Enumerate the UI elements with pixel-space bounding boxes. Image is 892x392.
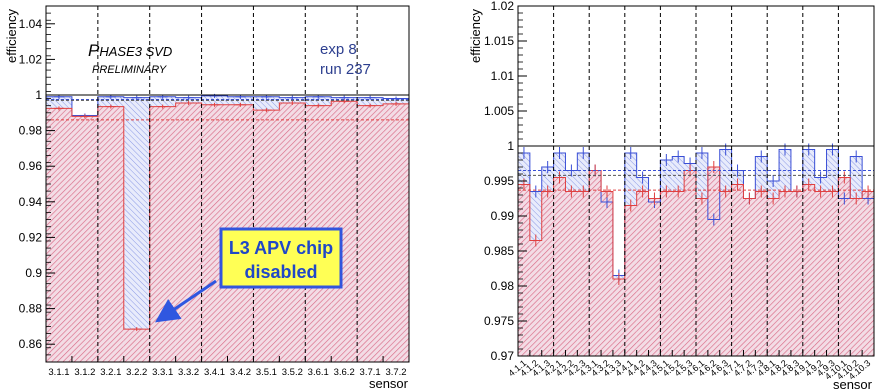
left-x-tick-label: 3.3.1 — [152, 367, 173, 378]
left-red-bar-hatch — [46, 108, 72, 362]
left-plot-area — [45, 6, 410, 363]
right-y-tick-label: 1.01 — [491, 69, 515, 83]
right-red-bar-hatch — [707, 167, 720, 356]
left-red-bar-hatch — [97, 106, 124, 362]
right-plot-area — [517, 6, 875, 356]
left-run-label: run 237 — [320, 61, 371, 78]
left-x-tick-label: 3.3.2 — [178, 367, 199, 378]
right-blue-series-outline — [517, 149, 875, 356]
right-y-tick-label: 0.98 — [491, 279, 515, 293]
right-red-bar-hatch — [577, 191, 590, 356]
right-red-bar-hatch — [755, 191, 768, 356]
left-y-tick-label: 0.88 — [19, 302, 43, 316]
right-red-bar-hatch — [624, 205, 637, 356]
right-red-bar-hatch — [850, 198, 863, 356]
left-y-tick-label: 1 — [35, 88, 42, 102]
right-red-bar-hatch — [541, 191, 554, 356]
left-x-tick-label: 3.1.2 — [74, 367, 95, 378]
left-y-tick-label: 0.96 — [19, 159, 43, 173]
right-axes: 0.97 0.975 0.98 0.985 0.99 0.995 1 1.005 1.01 1.0… — [484, 0, 875, 382]
right-y-tick-label: 0.975 — [484, 314, 514, 328]
right-red-bar-hatch — [672, 191, 685, 356]
left-red-bar-hatch — [123, 329, 150, 362]
right-chart: 0.97 0.975 0.98 0.985 0.99 0.995 1 1.005 1.01 1.0… — [468, 0, 875, 392]
right-red-bar-hatch — [553, 177, 566, 356]
right-y-tick-label: 1.02 — [491, 0, 515, 13]
left-y-tick-label: 0.94 — [19, 195, 43, 209]
right-y-tick-label: 0.97 — [491, 349, 515, 363]
left-blue-bar-hatch — [123, 97, 150, 363]
right-red-bar-hatch — [612, 279, 625, 356]
right-red-bar-hatch — [743, 198, 756, 356]
right-x-axis-label: sensor — [833, 377, 873, 392]
left-y-tick-label: 1.04 — [19, 17, 43, 31]
left-x-tick-label: 3.2.1 — [100, 367, 121, 378]
left-red-bar-hatch — [175, 103, 202, 362]
left-red-bar-hatch — [383, 103, 409, 363]
right-y-axis-label: efficiency — [468, 9, 483, 63]
right-y-tick-label: 1.005 — [484, 104, 514, 118]
right-red-bar-hatch — [838, 177, 851, 356]
right-red-bar-hatch — [636, 191, 649, 356]
right-red-bar-hatch — [779, 191, 791, 356]
left-x-tick-label: 3.6.2 — [334, 367, 355, 378]
right-red-bar-hatch — [862, 191, 874, 356]
callout-box — [219, 227, 343, 289]
right-red-bar-hatch — [790, 191, 803, 356]
left-x-tick-label: 3.1.1 — [48, 367, 69, 378]
callout-line1: L3 APV chip — [229, 238, 333, 258]
right-red-bar-hatch — [826, 191, 839, 356]
left-red-bar-hatch — [357, 105, 384, 363]
right-red-bar-hatch — [802, 184, 815, 356]
right-red-bar-hatch — [696, 198, 708, 356]
right-red-bar-hatch — [660, 191, 673, 356]
right-y-tick-label: 1 — [507, 139, 514, 153]
right-red-bar-hatch — [731, 184, 744, 356]
left-red-bar-hatch — [71, 116, 98, 362]
left-chart: 0.86 0.88 0.9 0.92 0.94 0.96 0.98 1 1.02 1.04 3.1.… — [4, 5, 410, 391]
left-x-tick-label: 3.7.2 — [385, 367, 406, 378]
left-red-bar-hatch — [149, 106, 176, 362]
callout-arrow — [155, 279, 217, 323]
right-y-tick-label: 0.985 — [484, 244, 514, 258]
right-red-bar-hatch — [719, 191, 732, 356]
left-title-cap: P — [88, 41, 100, 60]
left-x-tick-label: 3.5.1 — [256, 367, 277, 378]
left-y-tick-label: 1.02 — [19, 52, 43, 66]
left-subtitle: PRELIMINARY — [92, 64, 167, 76]
left-title-rest: HASE3 SVD — [99, 44, 172, 59]
right-red-bar-hatch — [814, 191, 827, 356]
left-y-tick-label: 0.92 — [19, 230, 43, 244]
left-y-tick-label: 0.9 — [25, 266, 42, 280]
right-red-bar-hatch — [589, 170, 602, 356]
right-red-bar-hatch — [529, 240, 542, 356]
left-y-axis-label: efficiency — [4, 9, 19, 63]
left-red-series-outline — [45, 100, 410, 362]
right-y-tick-label: 0.99 — [491, 209, 515, 223]
left-y-tick-label: 0.98 — [19, 124, 43, 138]
left-exp-label: exp 8 — [320, 41, 357, 58]
left-x-tick-label: 3.7.1 — [360, 367, 381, 378]
left-y-tick-label: 0.86 — [19, 337, 43, 351]
left-title: PHASE3 SVD — [88, 41, 172, 60]
right-red-bar-hatch — [648, 198, 661, 356]
left-axes: 0.86 0.88 0.9 0.92 0.94 0.96 0.98 1 1.02 1.04 3.1.… — [19, 5, 410, 378]
right-red-bar-hatch — [518, 184, 530, 356]
left-x-tick-label: 3.6.1 — [308, 367, 329, 378]
right-red-bar-hatch — [684, 170, 696, 356]
callout-line2: disabled — [244, 262, 317, 282]
left-x-tick-label: 3.4.1 — [204, 367, 225, 378]
right-y-tick-label: 0.995 — [484, 174, 514, 188]
right-red-bar-hatch — [601, 191, 613, 356]
left-x-axis-label: sensor — [369, 376, 409, 391]
right-y-tick-label: 1.015 — [484, 34, 514, 48]
left-x-tick-label: 3.4.2 — [230, 367, 251, 378]
right-red-bar-hatch — [565, 191, 578, 356]
left-x-tick-label: 3.2.2 — [126, 367, 147, 378]
right-red-bar-hatch — [767, 198, 780, 356]
left-x-tick-label: 3.5.2 — [282, 367, 303, 378]
